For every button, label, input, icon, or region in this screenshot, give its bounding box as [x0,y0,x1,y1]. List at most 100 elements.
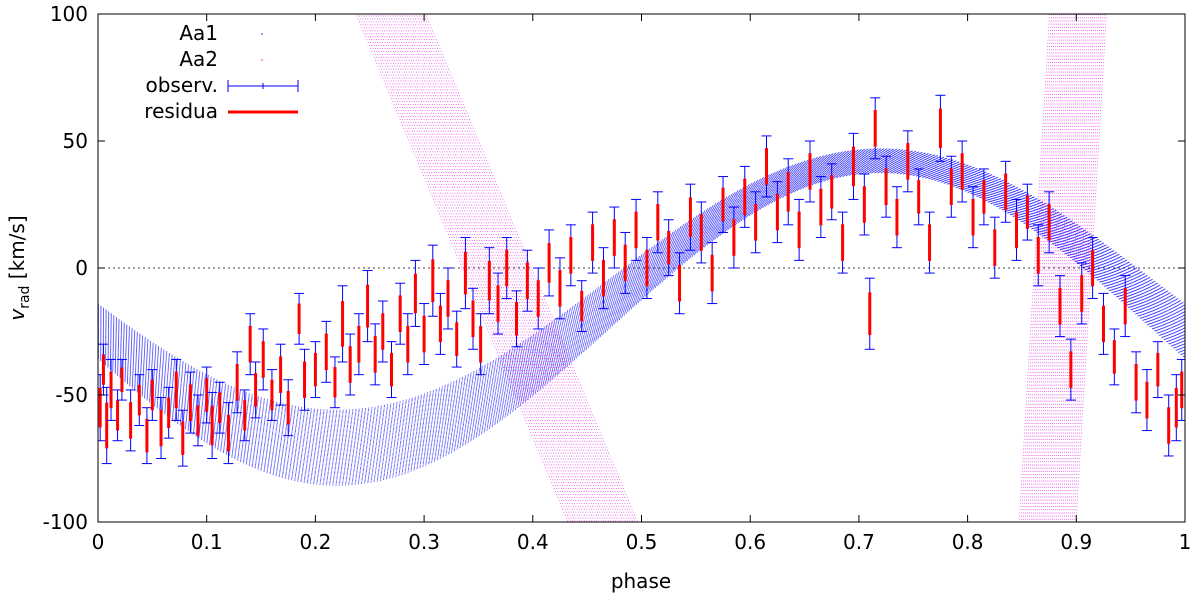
observation-point [283,379,294,437]
aa2-model-curve [408,14,622,522]
aa1-model-curve [98,160,1185,451]
x-axis-label: phase [611,569,671,593]
observation-point [978,168,989,226]
observation-point [1131,351,1142,414]
observation-point [826,163,837,221]
legend-label-residua: residua [144,99,218,123]
aa1-model-curve [98,164,1185,461]
observation-point [1087,237,1098,299]
observation-point [1152,341,1163,399]
legend-symbol-aa1 [261,33,263,35]
observation-point [147,369,158,421]
x-tick-label: 0.8 [952,530,984,554]
aa2-model-curve [1071,14,1103,522]
aa1-model-curve [98,161,1185,452]
aa2-model-curve [386,14,600,522]
observation-point [232,351,243,414]
aa2-model-curve [382,14,595,522]
aa1-model-curve [98,171,1185,485]
observation-point [554,257,565,320]
observation-point [1163,394,1174,457]
aa2-model-curve [384,14,598,522]
aa2-model-curve [1020,14,1053,522]
observation-point [193,394,204,447]
observation-point [522,249,533,312]
aa1-model-curve [98,164,1185,462]
y-tick-label: 100 [50,2,88,26]
observation-point [427,244,438,317]
observation-point [891,186,902,249]
legend: Aa1 Aa2 observ. residua [144,21,299,123]
aa2-model-curve [413,14,626,522]
observation-point [207,391,218,459]
aa2-model-curve [1061,14,1094,522]
observation-point [156,397,167,459]
observation-point [728,206,739,269]
aa2-model-curve [1036,14,1068,522]
aa1-model-curve [98,151,1185,421]
aa1-model-curve [98,159,1185,447]
observation-point [848,132,859,200]
aa1-model-curve [98,149,1185,415]
observation-point [460,237,471,310]
aa1-model-curve [98,168,1185,475]
observation-point [370,323,381,386]
aa2-model-curve [355,14,569,522]
aa2-model-curve [374,14,588,522]
observation-point [484,247,495,315]
aa2-model-curve [415,14,629,522]
observation-point [112,389,123,442]
aa2-model-curve [372,14,586,522]
aa1-model-curve [98,166,1185,467]
aa1-model-curve [98,150,1185,418]
aa2-model-curve [398,14,612,522]
observation-point [696,201,707,264]
aa2-model-curve [401,14,614,522]
aa2-model-curve [362,14,576,522]
observation-point [258,328,269,391]
aa1-model-curve [98,160,1185,449]
observation-point [707,242,718,305]
legend-label-observ: observ. [145,73,218,97]
observation-point [501,237,512,299]
aa2-model-curve [1034,14,1066,522]
aa1-model-curve [98,163,1185,458]
x-tick-label: 0.3 [408,530,440,554]
observation-point [718,176,729,233]
observation-point [870,97,881,160]
aa1-model-curve [98,158,1185,444]
aa1-model-curve [98,148,1185,412]
observation-point [957,140,968,203]
y-axis-label-unit: [km/s] [5,215,29,285]
observation-point [652,191,663,254]
aa2-model-curve [360,14,574,522]
aa2-model-curve [405,14,619,522]
observation-point [337,285,348,363]
y-tick-label: 50 [63,129,88,153]
observation-point [663,219,674,277]
observation-point [620,231,631,294]
observation-point [275,343,286,406]
aa2-model-curve [1059,14,1092,522]
aa2-model-curve [358,14,571,522]
aa2-model-curve [389,14,602,522]
aa1-model-curve [98,149,1185,416]
observation-point [1141,369,1152,432]
aa2-model-curve [1038,14,1070,522]
observation-point [783,158,794,226]
observation-point [1022,183,1033,241]
observation-point [106,358,117,421]
aa2-model-curve [1054,14,1086,522]
observation-point [902,130,913,193]
aa2-model-curve [1069,14,1101,522]
observation-point [837,211,848,274]
aa1-model-curve [98,158,1185,442]
x-axis: 0 0.1 0.2 0.3 0.4 0.5 0.6 0.7 0.8 0.9 1 [92,14,1191,554]
aa2-model-curve [1056,14,1088,522]
aa2-model-curve [1040,14,1072,522]
observation-point [116,358,127,401]
x-tick-label: 0.5 [626,530,658,554]
legend-label-aa1: Aa1 [179,21,218,45]
aa2-model-curve [1067,14,1099,522]
y-tick-label: -50 [55,383,88,407]
